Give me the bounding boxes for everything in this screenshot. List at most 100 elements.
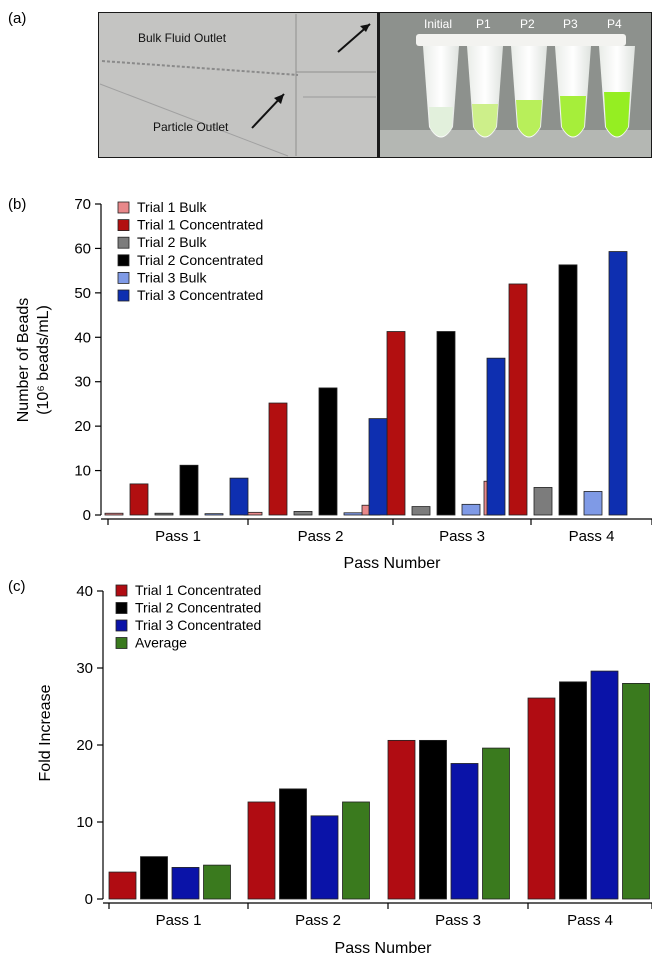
- bar-trial-1-concentrated-pass-3: [386, 331, 406, 516]
- bar-trial-3-concentrated-pass-2: [310, 815, 339, 900]
- bar-trial-2-bulk-pass-4: [533, 487, 553, 516]
- y-axis-title-line-1: Number of Beads: [15, 298, 32, 423]
- x-tick-label: Pass 4: [569, 528, 615, 545]
- tube-p3: [555, 46, 591, 138]
- bar-trial-3-concentrated-pass-3: [450, 763, 479, 900]
- particle-outlet-label: Particle Outlet: [153, 120, 229, 134]
- bar-trial-1-concentrated-pass-4: [508, 283, 528, 516]
- legend-label: Trial 1 Concentrated: [137, 217, 263, 233]
- bar-trial-1-concentrated-pass-3: [387, 739, 416, 900]
- bar-trial-2-concentrated-pass-1: [140, 856, 168, 900]
- panel-label-b: (b): [8, 196, 27, 213]
- bar-trial-3-bulk-pass-1: [204, 513, 224, 516]
- y-axis-title: Number of Beads (10⁶ beads/mL): [15, 298, 52, 423]
- legend-label: Trial 1 Concentrated: [135, 582, 261, 598]
- bar-trial-1-concentrated-pass-4: [527, 697, 556, 900]
- y-axis-title-text: Fold Increase: [37, 684, 54, 781]
- bar-average-pass-2: [342, 801, 370, 900]
- legend-swatch: [115, 637, 128, 649]
- bar-trial-3-concentrated-pass-4: [608, 251, 628, 516]
- tube-p2: [511, 46, 547, 138]
- bar-trial-2-concentrated-pass-1: [179, 464, 199, 516]
- legend-swatch: [117, 219, 130, 231]
- x-tick-label: Pass 2: [295, 912, 341, 929]
- bar-trial-3-concentrated-pass-4: [590, 670, 619, 900]
- legend-swatch: [115, 602, 128, 614]
- tube-p4: [599, 46, 635, 138]
- tube-initial: [423, 46, 459, 138]
- legend-swatch: [117, 289, 130, 302]
- panel-label-c: (c): [8, 578, 26, 595]
- x-tick-label: Pass 3: [439, 528, 485, 545]
- legend-label: Trial 3 Bulk: [137, 269, 208, 285]
- bar-trial-3-concentrated-pass-1: [171, 867, 200, 900]
- bar-trial-1-bulk-pass-1: [104, 512, 124, 516]
- fold-increase-bar-chart: Fold Increase 0 10 20 30 40 Pass 1 Pass 2 Pass …: [37, 582, 652, 957]
- bar-trial-3-concentrated-pass-1: [229, 477, 249, 516]
- bar-average-pass-3: [482, 747, 510, 900]
- bar-trial-2-bulk-pass-1: [154, 512, 174, 516]
- tube-label-p1: P1: [476, 17, 491, 31]
- bar-trial-2-concentrated-pass-4: [559, 681, 587, 900]
- bar-trial-1-concentrated-pass-1: [108, 871, 137, 900]
- microchannel-photo: Bulk Fluid Outlet Particle Outlet: [99, 13, 377, 157]
- x-tick-label: Pass 1: [156, 912, 202, 929]
- y-tick-label: 40: [76, 583, 93, 600]
- legend-label: Trial 2 Bulk: [137, 234, 208, 250]
- bar-trial-2-bulk-pass-2: [293, 511, 313, 516]
- bar-average-pass-1: [203, 864, 231, 900]
- y-tick-label: 30: [76, 660, 93, 677]
- bar-trial-2-concentrated-pass-3: [436, 331, 456, 516]
- legend-label: Trial 1 Bulk: [137, 199, 208, 215]
- x-tick-label: Pass 3: [435, 912, 481, 929]
- bar-average-pass-4: [622, 683, 650, 900]
- y-tick-label: 40: [74, 329, 91, 346]
- y-tick-label: 10: [76, 814, 93, 831]
- bar-trial-3-bulk-pass-2: [343, 512, 363, 516]
- bar-trial-3-bulk-pass-3: [461, 503, 481, 516]
- tube-label-p2: P2: [520, 17, 535, 31]
- microscope-and-tubes-photo: Bulk Fluid Outlet Particle Outlet Initia…: [98, 12, 652, 158]
- legend-swatch: [117, 201, 130, 214]
- legend-label: Trial 3 Concentrated: [137, 287, 263, 303]
- bead-count-bar-chart: Number of Beads (10⁶ beads/mL) 0 10 20 30 40…: [15, 196, 652, 572]
- x-axis-title: Pass Number: [344, 555, 442, 572]
- bar-trial-2-concentrated-pass-2: [318, 387, 338, 516]
- legend-swatch: [115, 584, 128, 597]
- y-tick-label: 0: [85, 891, 93, 908]
- y-tick-label: 10: [74, 463, 91, 480]
- legend-swatch: [117, 236, 130, 249]
- bar-trial-1-concentrated-pass-2: [268, 402, 288, 516]
- y-tick-label: 0: [83, 507, 91, 524]
- tube-label-p3: P3: [563, 17, 578, 31]
- x-tick-label: Pass 1: [155, 528, 201, 545]
- legend-label: Trial 2 Concentrated: [135, 600, 261, 616]
- bar-trial-1-concentrated-pass-2: [247, 801, 276, 900]
- bar-trial-3-bulk-pass-4: [583, 491, 603, 516]
- plot-area: 0 10 20 30 40 50 60 70 Pass 1 Pass 2 Pass 3 Pass 4 T…: [74, 196, 652, 545]
- bar-trial-2-concentrated-pass-3: [419, 739, 447, 900]
- bar-trial-2-concentrated-pass-4: [558, 264, 578, 516]
- legend-swatch: [117, 254, 130, 267]
- x-tick-label: Pass 2: [298, 528, 344, 545]
- bar-trial-2-bulk-pass-3: [411, 506, 431, 516]
- y-tick-label: 30: [74, 374, 91, 391]
- y-tick-label: 70: [74, 196, 91, 213]
- tube-label-p4: P4: [607, 17, 622, 31]
- x-axis-title: Pass Number: [335, 940, 433, 957]
- x-tick-label: Pass 4: [567, 912, 613, 929]
- legend-swatch: [117, 272, 130, 284]
- legend-label: Average: [135, 635, 187, 651]
- y-axis-title-line-2: (10⁶ beads/mL): [35, 305, 52, 415]
- y-tick-label: 50: [74, 285, 91, 302]
- y-tick-label: 20: [74, 418, 91, 435]
- legend-label: Trial 2 Concentrated: [137, 252, 263, 268]
- legend-swatch: [115, 619, 128, 632]
- y-axis-title: Fold Increase: [37, 684, 54, 781]
- tubes-photo: Initial P1 P2 P3 P4: [380, 13, 651, 157]
- bar-trial-3-concentrated-pass-3: [486, 357, 506, 516]
- plot-area: 0 10 20 30 40 Pass 1 Pass 2 Pass 3 Pass 4 Trial 1…: [76, 582, 652, 929]
- bar-trial-3-concentrated-pass-2: [368, 418, 388, 516]
- bar-trial-2-concentrated-pass-2: [279, 788, 307, 900]
- legend-label: Trial 3 Concentrated: [135, 617, 261, 633]
